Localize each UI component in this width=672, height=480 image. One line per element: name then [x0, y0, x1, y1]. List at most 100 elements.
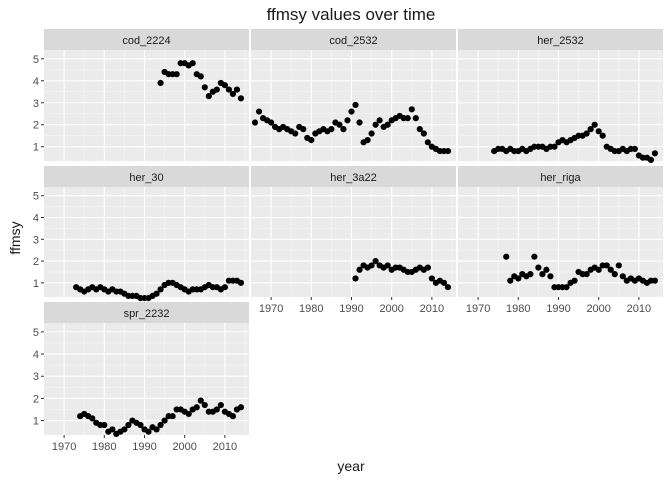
x-tick-label: 1970	[52, 441, 76, 453]
facet-strip-label: cod_2532	[329, 35, 377, 47]
data-point	[599, 132, 606, 139]
data-point	[527, 271, 534, 278]
x-tick-label: 1990	[546, 303, 570, 315]
facet-strip-label: cod_2224	[122, 35, 170, 47]
data-point	[300, 126, 307, 133]
data-point	[213, 406, 220, 413]
y-tick-label: 4	[33, 76, 39, 88]
data-point	[651, 150, 659, 157]
data-point	[603, 262, 610, 269]
facet-panel-her_3a22: her_3a22 1970 1980 1990 2000 2010	[251, 166, 456, 315]
data-point	[424, 264, 431, 271]
y-tick-label: 3	[33, 98, 39, 110]
facet-panel-spr_2232: spr_2232 1 2 3 4 5 1970 1980 1990 2000 2010	[33, 302, 249, 453]
data-point	[571, 277, 578, 284]
facet-panel-her_30: her_30 1 2 3 4 5	[33, 166, 249, 302]
data-point	[551, 143, 558, 150]
data-point	[364, 137, 371, 144]
x-tick-label: 1990	[132, 441, 156, 453]
facet-strip	[458, 166, 663, 187]
data-point	[251, 119, 259, 126]
data-point	[563, 284, 570, 291]
data-point	[647, 156, 655, 164]
data-point	[595, 266, 602, 273]
data-point	[595, 128, 602, 135]
facet-panel-her_riga: her_riga 1970 1980 1990 2000 2010	[458, 166, 663, 315]
data-point	[372, 121, 379, 128]
x-tick-label: 1980	[299, 303, 323, 315]
facet-panels: cod_2224 1 2 3 4 5 cod_2532 her_2532 her_30 1 2 3 4 5…	[33, 29, 663, 453]
data-point	[376, 117, 383, 124]
data-point	[539, 271, 546, 278]
data-point	[503, 253, 510, 260]
data-point	[611, 271, 618, 278]
data-point	[153, 290, 160, 297]
x-tick-label: 2000	[379, 303, 403, 315]
data-point	[515, 275, 522, 282]
data-point	[197, 73, 204, 80]
data-point	[213, 86, 220, 93]
data-point	[255, 108, 263, 115]
data-point	[169, 413, 176, 420]
x-tick-label: 2000	[172, 441, 196, 453]
y-tick-label: 1	[33, 416, 39, 428]
y-tick-label: 2	[33, 120, 39, 132]
data-point	[587, 126, 594, 133]
x-tick-label: 2010	[627, 303, 651, 315]
data-point	[607, 266, 614, 273]
panel-background	[44, 50, 249, 161]
x-tick-label: 1980	[92, 441, 116, 453]
facet-strip	[44, 302, 249, 323]
data-point	[267, 119, 275, 126]
y-tick-label: 4	[33, 212, 39, 224]
y-tick-label: 3	[33, 371, 39, 383]
data-point	[109, 426, 116, 433]
y-tick-label: 5	[33, 54, 39, 66]
y-tick-label: 4	[33, 349, 39, 361]
x-axis-title: year	[337, 458, 365, 474]
data-point	[185, 410, 192, 418]
data-point	[229, 413, 237, 420]
data-point	[372, 257, 379, 265]
data-point	[583, 130, 590, 137]
facet-strip	[251, 166, 456, 187]
data-point	[157, 79, 164, 87]
data-point	[340, 126, 347, 133]
data-point	[651, 277, 659, 284]
facet-strip	[251, 29, 456, 50]
data-point	[384, 121, 391, 128]
facet-strip	[458, 29, 663, 50]
data-point	[221, 284, 228, 291]
data-point	[412, 115, 419, 122]
data-point	[233, 86, 241, 93]
data-point	[424, 139, 431, 146]
data-point	[631, 145, 638, 153]
data-point	[591, 121, 598, 128]
data-point	[352, 101, 359, 109]
data-point	[348, 108, 355, 115]
data-point	[161, 417, 168, 424]
data-point	[543, 266, 550, 273]
x-tick-label: 1970	[466, 303, 490, 315]
y-tick-label: 3	[33, 234, 39, 246]
data-point	[157, 286, 164, 293]
panel-background	[44, 323, 249, 435]
facet-panel-her_2532: her_2532	[458, 29, 663, 164]
data-point	[221, 82, 228, 89]
data-point	[344, 117, 351, 124]
data-point	[197, 397, 204, 404]
data-point	[237, 404, 245, 411]
data-point	[145, 428, 152, 435]
data-point	[201, 84, 208, 91]
y-tick-label: 5	[33, 327, 39, 339]
data-point	[416, 126, 423, 133]
data-point	[229, 90, 237, 98]
data-point	[201, 401, 208, 409]
data-point	[336, 121, 343, 128]
chart-title: ffmsy values over time	[267, 5, 436, 24]
data-point	[444, 148, 452, 155]
y-tick-label: 1	[33, 278, 39, 290]
x-tick-label: 2010	[213, 441, 237, 453]
